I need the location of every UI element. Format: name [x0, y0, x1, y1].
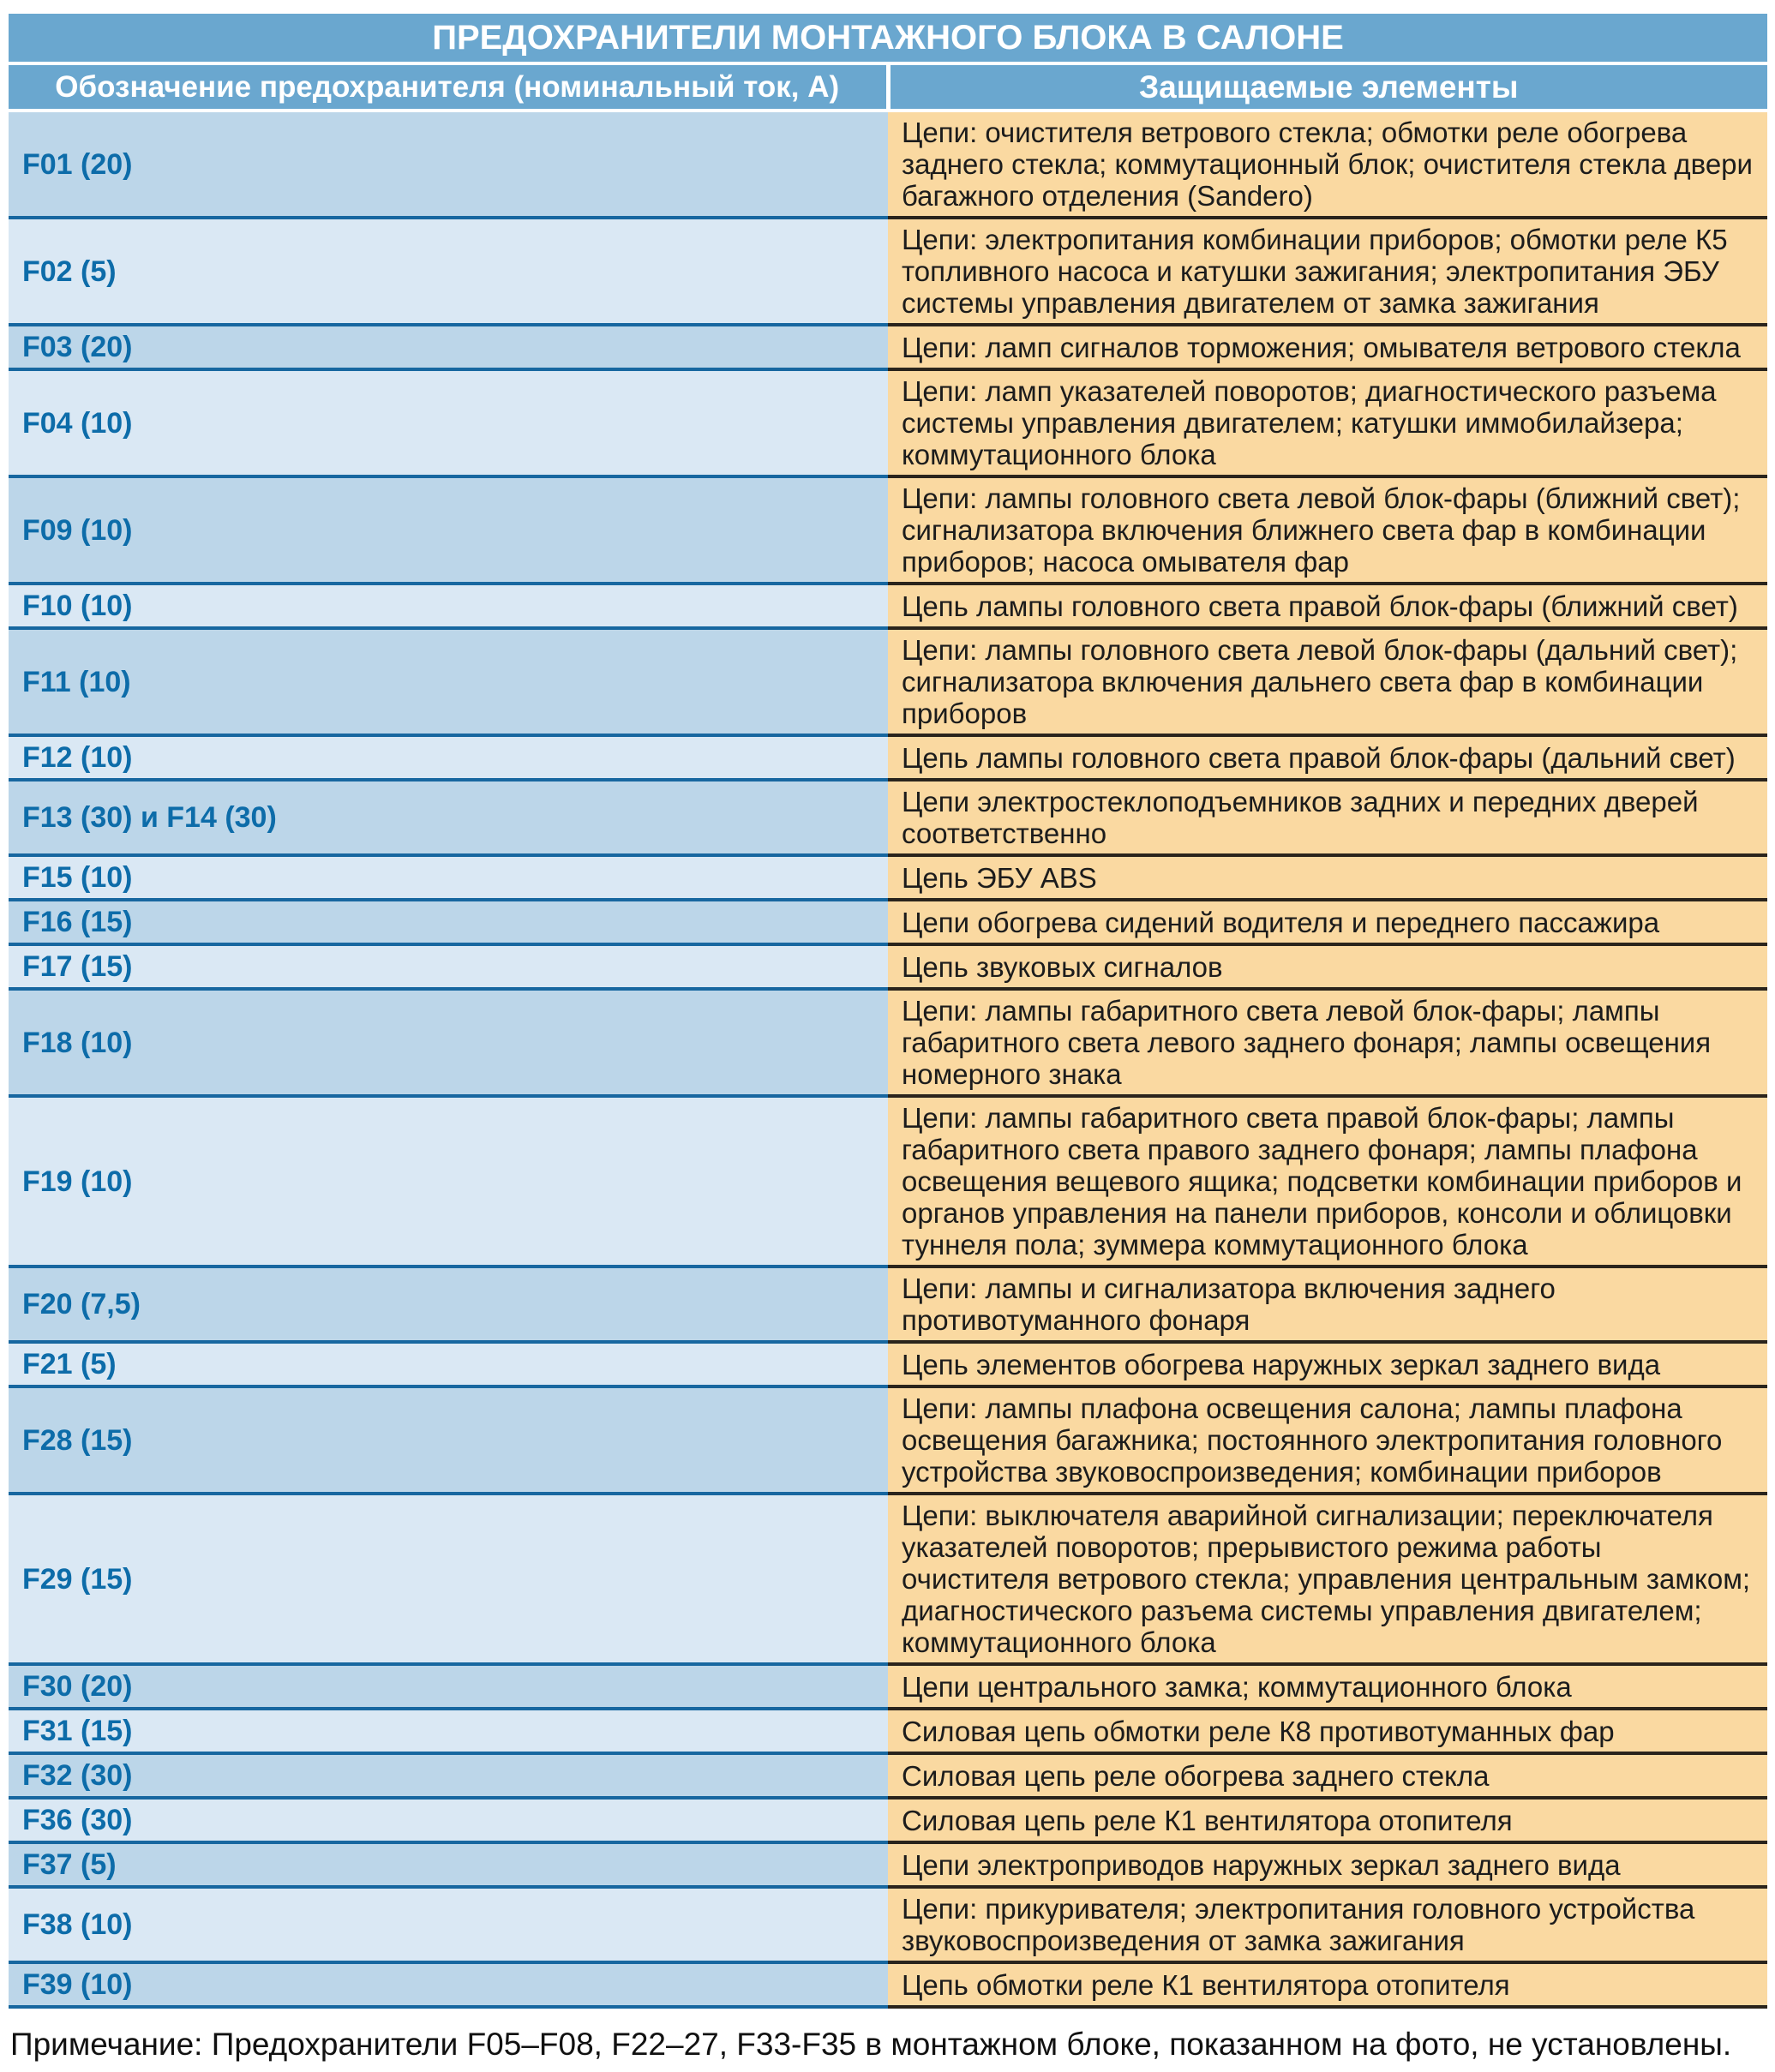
protected-elements-cell: Цепь лампы головного света правой блок-ф…: [888, 734, 1767, 780]
fuse-id-cell: F11 (10): [9, 626, 888, 735]
protected-elements-cell: Силовая цепь обмотки реле К8 противотума…: [888, 1707, 1767, 1753]
protected-elements-cell: Цепи: лампы плафона освещения салона; ла…: [888, 1385, 1767, 1494]
protected-elements-cell: Цепи: очистителя ветрового стекла; обмот…: [888, 109, 1767, 218]
fuse-id-cell: F12 (10): [9, 734, 888, 780]
fuse-id-cell: F36 (30): [9, 1796, 888, 1842]
protected-elements-cell: Цепи: ламп сигналов торможения; омывател…: [888, 323, 1767, 369]
protected-elements-cell: Цепь ЭБУ ABS: [888, 853, 1767, 900]
fuse-id-cell: F29 (15): [9, 1492, 888, 1664]
fuse-id-cell: F20 (7,5): [9, 1265, 888, 1342]
protected-elements-cell: Цепи: лампы габаритного света правой бло…: [888, 1094, 1767, 1267]
table-row: F37 (5) Цепи электроприводов наружных зе…: [9, 1841, 1767, 1887]
protected-elements-cell: Цепи: лампы головного света левой блок-ф…: [888, 475, 1767, 584]
page-title: ПРЕДОХРАНИТЕЛИ МОНТАЖНОГО БЛОКА В САЛОНЕ: [9, 14, 1767, 65]
fuse-id-cell: F39 (10): [9, 1961, 888, 2009]
table-row: F12 (10) Цепь лампы головного света прав…: [9, 734, 1767, 780]
protected-elements-cell: Цепи: ламп указателей поворотов; диагнос…: [888, 368, 1767, 476]
table-row: F02 (5) Цепи: электропитания комбинации …: [9, 216, 1767, 325]
table-row: F20 (7,5) Цепи: лампы и сигнализатора вк…: [9, 1265, 1767, 1342]
protected-elements-cell: Цепи: выключателя аварийной сигнализации…: [888, 1492, 1767, 1664]
title-row: ПРЕДОХРАНИТЕЛИ МОНТАЖНОГО БЛОКА В САЛОНЕ: [9, 14, 1767, 65]
fuse-id-cell: F30 (20): [9, 1662, 888, 1709]
protected-elements-cell: Цепи: лампы габаритного света левой блок…: [888, 987, 1767, 1096]
fuse-id-cell: F15 (10): [9, 853, 888, 900]
table-row: F16 (15) Цепи обогрева сидений водителя …: [9, 898, 1767, 944]
table-row: F18 (10) Цепи: лампы габаритного света л…: [9, 987, 1767, 1096]
protected-elements-cell: Цепи: лампы и сигнализатора включения за…: [888, 1265, 1767, 1342]
table-row: F29 (15) Цепи: выключателя аварийной сиг…: [9, 1492, 1767, 1664]
table-row: F36 (30) Силовая цепь реле К1 вентилятор…: [9, 1796, 1767, 1842]
fuse-id-cell: F28 (15): [9, 1385, 888, 1494]
table-row: F11 (10) Цепи: лампы головного света лев…: [9, 626, 1767, 735]
table-head: ПРЕДОХРАНИТЕЛИ МОНТАЖНОГО БЛОКА В САЛОНЕ…: [9, 14, 1767, 112]
protected-elements-cell: Цепи: прикуривателя; электропитания голо…: [888, 1885, 1767, 1962]
fuse-table: ПРЕДОХРАНИТЕЛИ МОНТАЖНОГО БЛОКА В САЛОНЕ…: [9, 14, 1767, 2009]
table-row: F13 (30) и F14 (30) Цепи электростеклопо…: [9, 778, 1767, 855]
fuse-id-cell: F32 (30): [9, 1752, 888, 1798]
protected-elements-cell: Силовая цепь реле К1 вентилятора отопите…: [888, 1796, 1767, 1842]
table-row: F39 (10) Цепь обмотки реле К1 вентилятор…: [9, 1961, 1767, 2009]
table-row: F28 (15) Цепи: лампы плафона освещения с…: [9, 1385, 1767, 1494]
table-row: F38 (10) Цепи: прикуривателя; электропит…: [9, 1885, 1767, 1962]
table-row: F21 (5) Цепь элементов обогрева наружных…: [9, 1340, 1767, 1386]
protected-elements-cell: Цепи электростеклоподъемников задних и п…: [888, 778, 1767, 855]
table-row: F32 (30) Силовая цепь реле обогрева задн…: [9, 1752, 1767, 1798]
fuse-table-body: F01 (20) Цепи: очистителя ветрового стек…: [9, 109, 1767, 2009]
table-row: F17 (15) Цепь звуковых сигналов: [9, 943, 1767, 989]
fuse-id-cell: F02 (5): [9, 216, 888, 325]
fuse-id-cell: F19 (10): [9, 1094, 888, 1267]
table-row: F15 (10) Цепь ЭБУ ABS: [9, 853, 1767, 900]
fuse-id-cell: F31 (15): [9, 1707, 888, 1753]
fuse-id-cell: F04 (10): [9, 368, 888, 476]
protected-elements-cell: Цепи обогрева сидений водителя и передне…: [888, 898, 1767, 944]
fuse-id-cell: F10 (10): [9, 582, 888, 628]
fuse-id-cell: F18 (10): [9, 987, 888, 1096]
protected-elements-cell: Силовая цепь реле обогрева заднего стекл…: [888, 1752, 1767, 1798]
fuse-id-cell: F38 (10): [9, 1885, 888, 1962]
fuse-id-cell: F21 (5): [9, 1340, 888, 1386]
table-row: F30 (20) Цепи центрального замка; коммут…: [9, 1662, 1767, 1709]
table-row: F31 (15) Силовая цепь обмотки реле К8 пр…: [9, 1707, 1767, 1753]
column-header-protected-elements: Защищаемые элементы: [888, 63, 1767, 112]
protected-elements-cell: Цепи центрального замка; коммутационного…: [888, 1662, 1767, 1709]
protected-elements-cell: Цепь звуковых сигналов: [888, 943, 1767, 989]
table-row: F04 (10) Цепи: ламп указателей поворотов…: [9, 368, 1767, 476]
fuse-id-cell: F37 (5): [9, 1841, 888, 1887]
fuse-id-cell: F17 (15): [9, 943, 888, 989]
fuse-id-cell: F03 (20): [9, 323, 888, 369]
table-row: F03 (20) Цепи: ламп сигналов торможения;…: [9, 323, 1767, 369]
column-header-fuse-designation: Обозначение предохранителя (номинальный …: [9, 63, 890, 112]
protected-elements-cell: Цепь элементов обогрева наружных зеркал …: [888, 1340, 1767, 1386]
header-row: Обозначение предохранителя (номинальный …: [9, 63, 1767, 112]
protected-elements-cell: Цепь лампы головного света правой блок-ф…: [888, 582, 1767, 628]
table-row: F01 (20) Цепи: очистителя ветрового стек…: [9, 109, 1767, 218]
protected-elements-cell: Цепи электроприводов наружных зеркал зад…: [888, 1841, 1767, 1887]
footnote: Примечание: Предохранители F05–F08, F22–…: [10, 2027, 1732, 2062]
protected-elements-cell: Цепи: лампы головного света левой блок-ф…: [888, 626, 1767, 735]
fuse-id-cell: F13 (30) и F14 (30): [9, 778, 888, 855]
table-row: F09 (10) Цепи: лампы головного света лев…: [9, 475, 1767, 584]
fuse-id-cell: F16 (15): [9, 898, 888, 944]
fuse-id-cell: F09 (10): [9, 475, 888, 584]
fuse-id-cell: F01 (20): [9, 109, 888, 218]
table-row: F10 (10) Цепь лампы головного света прав…: [9, 582, 1767, 628]
protected-elements-cell: Цепь обмотки реле К1 вентилятора отопите…: [888, 1961, 1767, 2009]
protected-elements-cell: Цепи: электропитания комбинации приборов…: [888, 216, 1767, 325]
table-row: F19 (10) Цепи: лампы габаритного света п…: [9, 1094, 1767, 1267]
